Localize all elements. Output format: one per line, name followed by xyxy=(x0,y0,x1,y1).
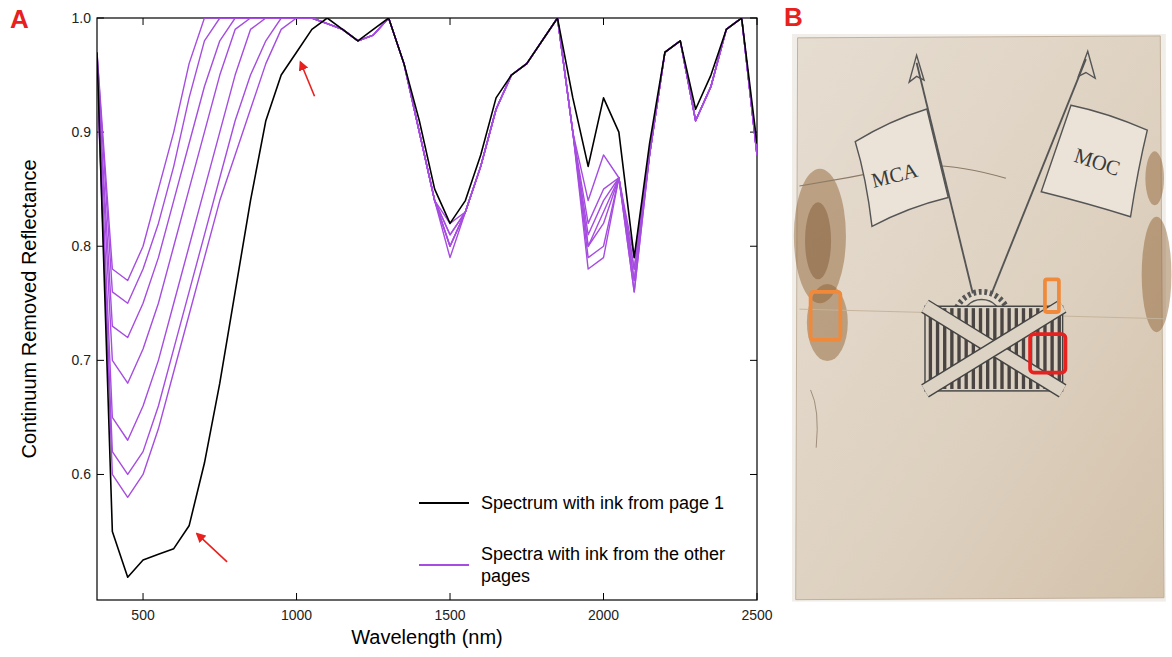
crack xyxy=(811,390,818,448)
x-tick-label: 1000 xyxy=(281,607,312,623)
annotation-arrow xyxy=(197,534,227,562)
flag xyxy=(855,109,948,226)
stain xyxy=(1145,151,1164,205)
photo: MCA MOC xyxy=(792,34,1171,602)
legend-line: Spectra with ink from the other xyxy=(481,544,725,564)
panel-label: B xyxy=(784,2,803,32)
hatch-stripe xyxy=(1015,308,1018,389)
y-tick-label: 1.0 xyxy=(72,10,92,26)
x-tick-label: 500 xyxy=(131,607,155,623)
spectrum-line xyxy=(97,18,757,440)
hatch-stripe xyxy=(972,308,975,389)
x-tick-top xyxy=(603,18,604,25)
y-tick-label: 0.8 xyxy=(72,238,92,254)
x-tick-top xyxy=(757,18,758,25)
spot-paper xyxy=(811,292,841,340)
spectrum-line xyxy=(97,18,757,474)
spectrum-line xyxy=(97,18,757,280)
x-tick-label: 1500 xyxy=(434,607,465,623)
y-tick xyxy=(97,360,104,361)
diagonal-band xyxy=(925,306,1063,391)
y-tick-right xyxy=(750,360,757,361)
diagonal-edge xyxy=(925,306,1063,391)
x-tick-label: 2500 xyxy=(741,607,772,623)
legend-line: Spectrum with ink from page 1 xyxy=(481,493,724,513)
spot-paper xyxy=(1045,279,1059,312)
flag xyxy=(1041,105,1147,217)
spot-ink xyxy=(1030,334,1065,372)
annotation-arrow xyxy=(301,62,315,96)
hatch-stripe xyxy=(965,308,968,389)
pole-tip xyxy=(909,55,924,82)
y-tick xyxy=(97,474,104,475)
y-tick-label: 0.7 xyxy=(72,352,92,368)
x-tick xyxy=(143,593,144,600)
x-tick-top xyxy=(450,18,451,25)
pole-tip xyxy=(1078,51,1095,78)
y-tick-right xyxy=(750,474,757,475)
x-axis-title: Wavelength (nm) xyxy=(351,626,503,648)
hatch-stripe xyxy=(929,308,932,389)
hatch-stripe xyxy=(1058,308,1061,389)
stain xyxy=(1142,217,1172,332)
y-tick-right xyxy=(750,18,757,19)
photo-background xyxy=(792,34,1166,602)
hatch-stripe xyxy=(1022,308,1025,389)
y-tick xyxy=(97,18,104,19)
hatched-box xyxy=(925,306,1063,391)
spectrum-line xyxy=(97,18,757,383)
legend-label: Spectrum with ink from page 1 xyxy=(481,493,724,513)
y-axis-title: Continuum Removed Reflectance xyxy=(18,159,40,458)
x-tick-top xyxy=(143,18,144,25)
y-tick-label: 0.6 xyxy=(72,466,92,482)
legend-label: Spectra with ink from the otherpages xyxy=(481,544,725,586)
x-tick-label: 2000 xyxy=(588,607,619,623)
x-tick xyxy=(296,593,297,600)
figure: 500 1000 1500 2000 2500 0.6 0.7 0.8 0.9 1.0 Wavele… xyxy=(0,0,1172,657)
flag-text: MOC xyxy=(1072,143,1124,181)
legend-line: pages xyxy=(481,566,530,586)
flag-text: MCA xyxy=(869,158,920,193)
x-tick xyxy=(757,593,758,600)
spectrum-line xyxy=(97,18,757,303)
diagonal-edge xyxy=(925,306,1063,391)
legend-swatch xyxy=(419,502,469,504)
y-tick-label: 0.9 xyxy=(72,124,92,140)
plot-frame xyxy=(97,18,757,600)
spectrum-line xyxy=(97,18,757,577)
stain xyxy=(794,169,846,304)
series-group xyxy=(97,18,757,577)
legend-swatch xyxy=(419,564,469,566)
x-tick xyxy=(450,593,451,600)
stain xyxy=(807,284,848,361)
panel-label: A xyxy=(10,4,29,34)
x-tick xyxy=(603,593,604,600)
legend: Spectrum with ink from page 1 Spectra wit… xyxy=(419,493,725,586)
diagonal-band xyxy=(925,306,1063,391)
stain xyxy=(805,202,831,279)
paper xyxy=(796,36,1164,600)
y-tick-right xyxy=(750,246,757,247)
